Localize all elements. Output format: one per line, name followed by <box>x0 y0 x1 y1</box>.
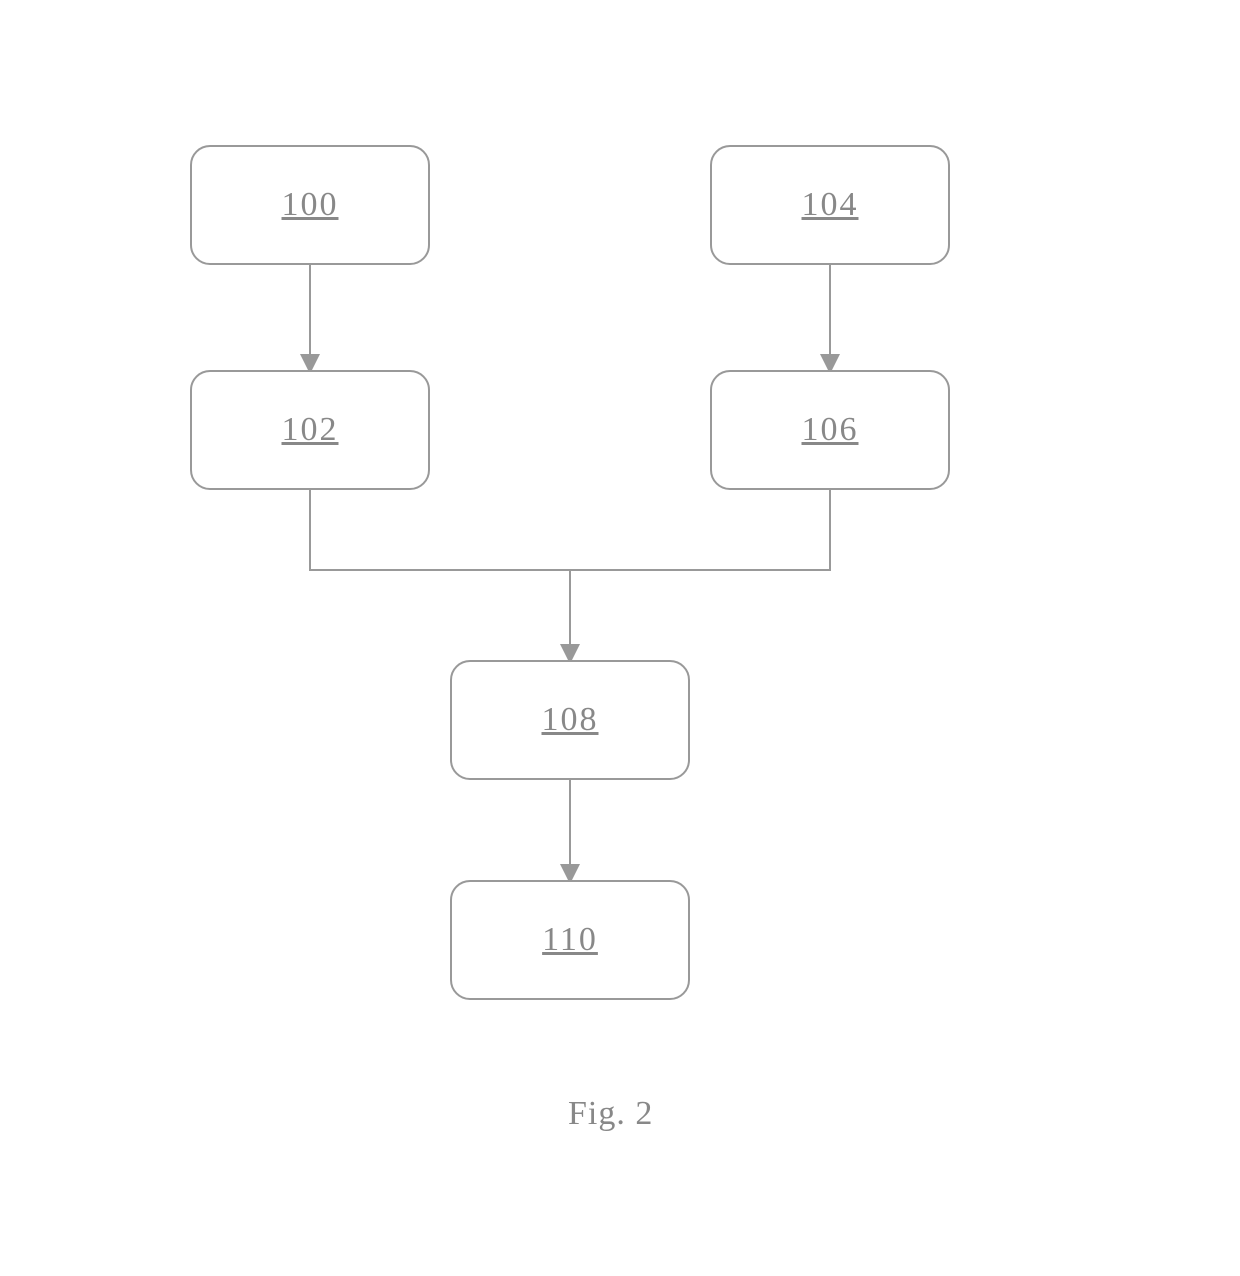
node-label: 104 <box>802 186 859 224</box>
flowchart-node-n106: 106 <box>710 370 950 490</box>
flowchart-node-n102: 102 <box>190 370 430 490</box>
edge-layer <box>0 0 1240 1276</box>
node-label: 110 <box>542 921 598 959</box>
edge-n106-merge <box>570 490 830 570</box>
flowchart-node-n104: 104 <box>710 145 950 265</box>
node-label: 102 <box>282 411 339 449</box>
flowchart-diagram: 100 104 102 106 108 110 Fig. 2 <box>0 0 1240 1276</box>
flowchart-node-n110: 110 <box>450 880 690 1000</box>
flowchart-node-n100: 100 <box>190 145 430 265</box>
node-label: 108 <box>542 701 599 739</box>
edge-n102-merge <box>310 490 570 570</box>
node-label: 100 <box>282 186 339 224</box>
figure-caption: Fig. 2 <box>568 1095 653 1133</box>
flowchart-node-n108: 108 <box>450 660 690 780</box>
node-label: 106 <box>802 411 859 449</box>
